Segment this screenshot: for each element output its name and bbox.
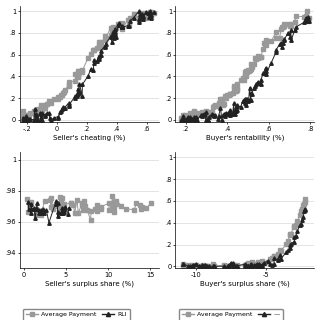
X-axis label: Seller's cheating (%): Seller's cheating (%)	[53, 134, 125, 141]
X-axis label: Buyer's rentability (%): Buyer's rentability (%)	[206, 134, 284, 141]
Legend: Average Payment, RLI: Average Payment, RLI	[23, 309, 130, 320]
X-axis label: Seller's surplus share (%): Seller's surplus share (%)	[44, 281, 133, 287]
Legend: Average Payment, —: Average Payment, —	[179, 309, 283, 320]
X-axis label: Buyer's surplus share (%): Buyer's surplus share (%)	[200, 281, 290, 287]
